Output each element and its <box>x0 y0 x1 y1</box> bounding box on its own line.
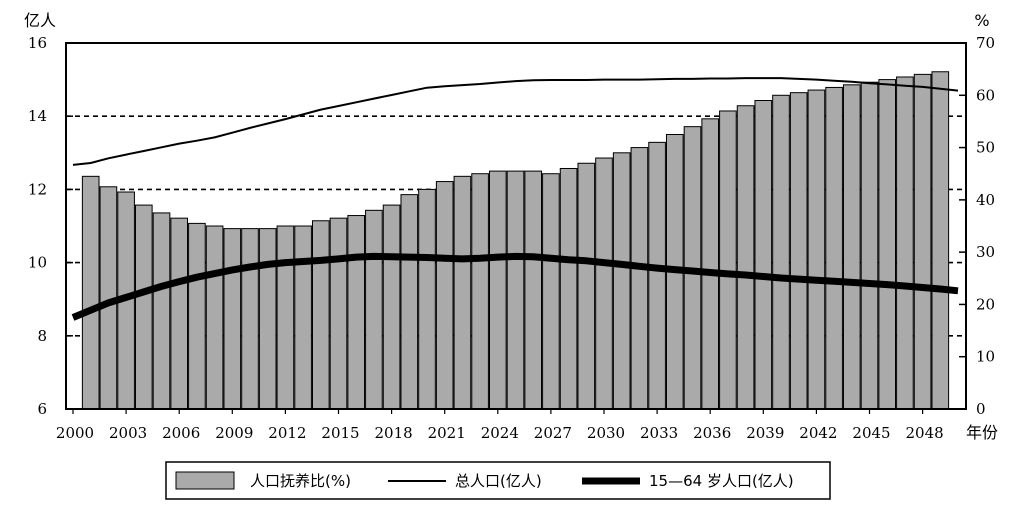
dependency-ratio-bar <box>595 157 613 410</box>
right-tick-label: 20 <box>976 295 995 313</box>
dependency-ratio-bar <box>205 225 224 410</box>
dependency-ratio-bar <box>825 86 843 410</box>
dependency-ratio-bar <box>754 100 773 410</box>
plot-frame <box>65 42 967 410</box>
dependency-ratio-bar <box>435 181 454 410</box>
legend-label-dependency-ratio: 人口抚养比(%) <box>250 472 351 490</box>
dependency-ratio-bar <box>736 105 755 410</box>
left-tick-label: 10 <box>28 254 47 272</box>
dependency-ratio-bar <box>931 71 950 410</box>
dependency-ratio-bar <box>134 204 153 410</box>
x-tick-label: 2027 <box>534 424 572 442</box>
x-tick-label: 2003 <box>109 424 147 442</box>
dependency-ratio-bar <box>329 217 348 410</box>
dependency-ratio-bar <box>648 141 666 410</box>
right-tick-label: 60 <box>976 86 995 104</box>
x-tick-label: 2036 <box>693 424 731 442</box>
left-tick-label: 6 <box>37 400 47 418</box>
legend-box <box>165 461 831 500</box>
x-tick-label: 2009 <box>215 424 253 442</box>
dependency-ratio-bar <box>170 217 189 410</box>
x-tick-label: 2021 <box>428 424 466 442</box>
x-tick-label: 2048 <box>906 424 944 442</box>
dependency-ratio-bar <box>524 170 543 410</box>
dependency-ratio-bar <box>630 147 649 410</box>
right-tick-label: 40 <box>976 191 995 209</box>
legend: 人口抚养比(%) 总人口(亿人) 15—64 岁人口(亿人) <box>165 461 831 500</box>
dependency-ratio-bar <box>188 222 206 410</box>
dependency-ratio-bar <box>365 209 383 410</box>
x-tick-label: 2012 <box>268 424 306 442</box>
left-axis-unit: 亿人 <box>24 11 56 30</box>
dependency-ratio-bar <box>81 175 100 410</box>
working-age-population-line <box>71 252 959 321</box>
dependency-ratio-bar <box>559 167 578 410</box>
dependency-ratio-bar <box>542 173 560 410</box>
dependency-ratio-bar <box>896 76 914 410</box>
x-tick-label: 2024 <box>481 424 519 442</box>
dependency-ratio-bar <box>382 204 401 410</box>
dependency-ratio-bar <box>294 225 312 410</box>
population-lines <box>71 77 959 321</box>
x-tick-label: 2018 <box>375 424 413 442</box>
right-tick-label: 30 <box>976 243 995 261</box>
right-tick-label: 70 <box>976 34 995 52</box>
dependency-ratio-bar <box>223 228 242 410</box>
dependency-ratio-bar <box>506 170 525 410</box>
dependency-ratio-bar <box>418 188 436 410</box>
x-tick-label: 2015 <box>321 424 359 442</box>
right-tick-label: 10 <box>976 348 995 366</box>
dependency-ratio-bar <box>719 110 737 410</box>
dependency-ratio-bar <box>807 89 826 410</box>
left-tick-label: 12 <box>28 180 47 198</box>
dependency-ratio-bar <box>453 175 472 410</box>
dependency-ratio-bar <box>347 215 366 410</box>
dependency-ratio-bar <box>701 118 720 410</box>
dependency-ratio-bar <box>258 228 277 410</box>
right-tick-label: 0 <box>976 400 986 418</box>
dependency-ratio-bar <box>471 173 489 410</box>
x-tick-label: 2030 <box>587 424 625 442</box>
left-tick-label: 14 <box>28 107 47 125</box>
left-tick-label: 16 <box>28 34 47 52</box>
x-tick-label: 2045 <box>852 424 890 442</box>
dependency-ratio-bar <box>842 84 861 410</box>
dependency-ratio-bar <box>488 170 507 410</box>
dependency-ratio-bars <box>81 71 950 410</box>
legend-label-working-age-population: 15—64 岁人口(亿人) <box>649 472 794 490</box>
dependency-ratio-bar <box>241 228 259 410</box>
left-tick-label: 8 <box>37 327 47 345</box>
x-tick-label: 2000 <box>56 424 94 442</box>
dependency-ratio-bar <box>276 225 295 410</box>
x-tick-label: 2039 <box>746 424 784 442</box>
x-axis-unit: 年份 <box>966 423 998 442</box>
dependency-ratio-bar <box>789 92 808 410</box>
legend-swatch-bar <box>175 471 235 490</box>
dependency-ratio-bar <box>612 152 631 410</box>
dependency-ratio-bar <box>913 73 932 410</box>
dependency-ratio-bar <box>311 220 330 410</box>
left-axis-ticks: 6 8 10 12 14 16 <box>28 34 73 418</box>
right-axis-ticks: 0 10 20 30 40 50 60 70 <box>959 34 995 418</box>
x-tick-label: 2033 <box>640 424 678 442</box>
legend-label-total-population: 总人口(亿人) <box>455 472 542 490</box>
dependency-ratio-bar <box>152 212 171 410</box>
dependency-ratio-bar <box>878 79 897 410</box>
dependency-ratio-bar <box>772 94 790 410</box>
dependency-ratio-bar <box>860 81 879 410</box>
x-tick-label: 2006 <box>162 424 200 442</box>
right-axis-unit: % <box>974 11 989 30</box>
right-tick-label: 50 <box>976 139 995 157</box>
dependency-ratio-bar <box>577 162 596 410</box>
dependency-ratio-bar <box>400 194 419 410</box>
x-axis-ticks: 2000 2003 2006 2009 2012 2015 2018 2021 2024 2027… <box>56 409 944 442</box>
total-population-line <box>72 77 959 166</box>
x-tick-label: 2042 <box>799 424 837 442</box>
